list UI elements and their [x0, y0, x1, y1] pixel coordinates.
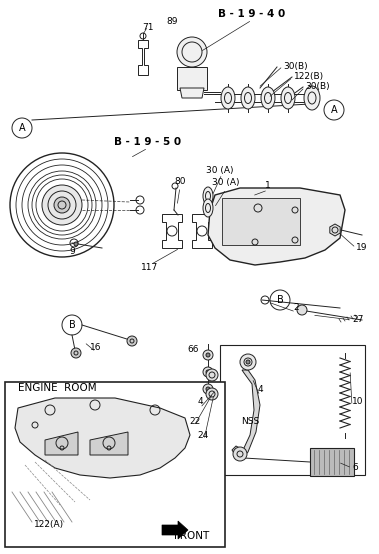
Text: 19: 19 [356, 244, 368, 253]
Text: 30(B): 30(B) [305, 83, 330, 91]
Circle shape [206, 387, 210, 391]
Text: B: B [277, 295, 283, 305]
Text: A: A [331, 105, 337, 115]
Text: 1: 1 [265, 181, 271, 189]
Circle shape [74, 242, 78, 246]
Polygon shape [208, 188, 345, 265]
Polygon shape [177, 67, 207, 90]
Text: 66: 66 [187, 346, 199, 355]
Text: 122(B): 122(B) [294, 73, 324, 81]
Circle shape [71, 348, 81, 358]
Polygon shape [180, 88, 204, 98]
Text: B - 1 9 - 5 0: B - 1 9 - 5 0 [114, 137, 182, 147]
Text: 30 (A): 30 (A) [206, 166, 234, 175]
Text: B - 1 9 - 4 0: B - 1 9 - 4 0 [218, 9, 286, 19]
Circle shape [203, 350, 213, 360]
Bar [5, 382, 225, 547]
Text: 10: 10 [352, 398, 363, 407]
Ellipse shape [221, 87, 235, 109]
Text: 89: 89 [166, 18, 178, 27]
Text: ENGINE  ROOM: ENGINE ROOM [18, 383, 97, 393]
Circle shape [127, 336, 137, 346]
Circle shape [206, 388, 218, 400]
Circle shape [42, 185, 82, 225]
Ellipse shape [203, 187, 213, 205]
Circle shape [203, 384, 213, 394]
Circle shape [297, 305, 307, 315]
Circle shape [240, 354, 256, 370]
Text: 2: 2 [293, 302, 299, 311]
Ellipse shape [304, 86, 320, 110]
Circle shape [206, 370, 210, 374]
Circle shape [54, 197, 70, 213]
Bar [220, 345, 365, 475]
Text: 27: 27 [352, 315, 363, 325]
Polygon shape [232, 370, 260, 458]
Circle shape [177, 37, 207, 67]
Ellipse shape [241, 87, 255, 109]
Text: 6: 6 [352, 464, 358, 473]
Text: 122(A): 122(A) [34, 520, 64, 529]
Text: 80: 80 [174, 177, 186, 186]
Circle shape [246, 360, 250, 364]
Bar [310, 448, 354, 476]
Ellipse shape [261, 87, 275, 109]
Ellipse shape [281, 87, 295, 109]
Circle shape [206, 353, 210, 357]
Polygon shape [15, 398, 190, 478]
Polygon shape [90, 432, 128, 455]
Text: FRONT: FRONT [174, 531, 210, 541]
Text: B: B [69, 320, 75, 330]
Text: 24: 24 [197, 430, 208, 439]
Text: 16: 16 [90, 343, 102, 352]
Polygon shape [162, 521, 188, 539]
Text: 22: 22 [190, 418, 200, 427]
Circle shape [206, 369, 218, 381]
Text: A: A [19, 123, 25, 133]
Circle shape [233, 447, 247, 461]
Polygon shape [330, 224, 340, 236]
Ellipse shape [203, 199, 213, 217]
Text: 117: 117 [141, 264, 159, 273]
Circle shape [203, 367, 213, 377]
Text: NSS: NSS [241, 418, 259, 427]
Text: 71: 71 [142, 23, 154, 32]
Text: 30(B): 30(B) [283, 61, 308, 70]
Text: 30 (A): 30 (A) [212, 178, 240, 187]
Text: 4: 4 [257, 386, 263, 394]
Polygon shape [45, 432, 78, 455]
Polygon shape [222, 198, 300, 245]
Text: 4: 4 [197, 398, 203, 407]
Text: 9: 9 [69, 248, 75, 257]
